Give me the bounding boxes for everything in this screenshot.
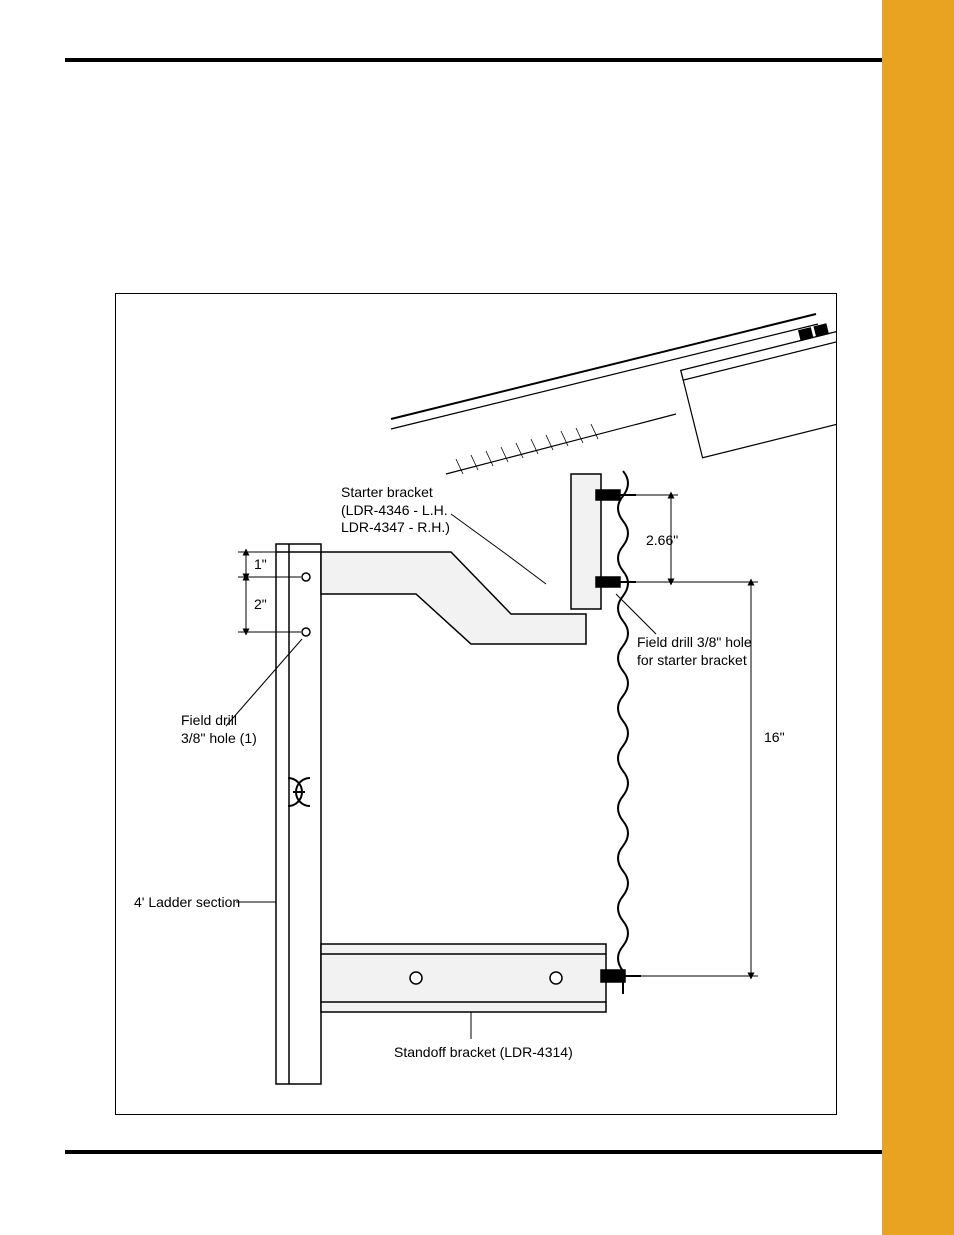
page: Starter bracket (LDR-4346 - L.H. LDR-434…: [0, 0, 954, 1235]
label-ladder-section: 4' Ladder section: [134, 894, 240, 912]
standoff-bracket: [321, 944, 641, 1012]
bottom-rule: [65, 1150, 882, 1154]
figure-svg: [116, 294, 836, 1114]
label-dim-2-66: 2.66": [646, 532, 678, 550]
label-starter-bracket: Starter bracket (LDR-4346 - L.H. LDR-434…: [341, 484, 450, 537]
figure-frame: Starter bracket (LDR-4346 - L.H. LDR-434…: [115, 293, 837, 1115]
side-stripe: [882, 0, 954, 1235]
top-rule: [65, 58, 882, 62]
label-field-drill-right: Field drill 3/8" hole for starter bracke…: [637, 634, 752, 669]
label-field-drill-left: Field drill 3/8" hole (1): [181, 712, 257, 747]
eave-assembly: [391, 303, 836, 478]
label-dim-16: 16": [764, 729, 785, 747]
label-dim-2: 2": [254, 596, 267, 614]
label-standoff-bracket: Standoff bracket (LDR-4314): [394, 1044, 573, 1062]
ladder-rail: [276, 544, 321, 1084]
label-dim-1: 1": [254, 556, 267, 574]
corrugated-wall: [618, 471, 628, 994]
